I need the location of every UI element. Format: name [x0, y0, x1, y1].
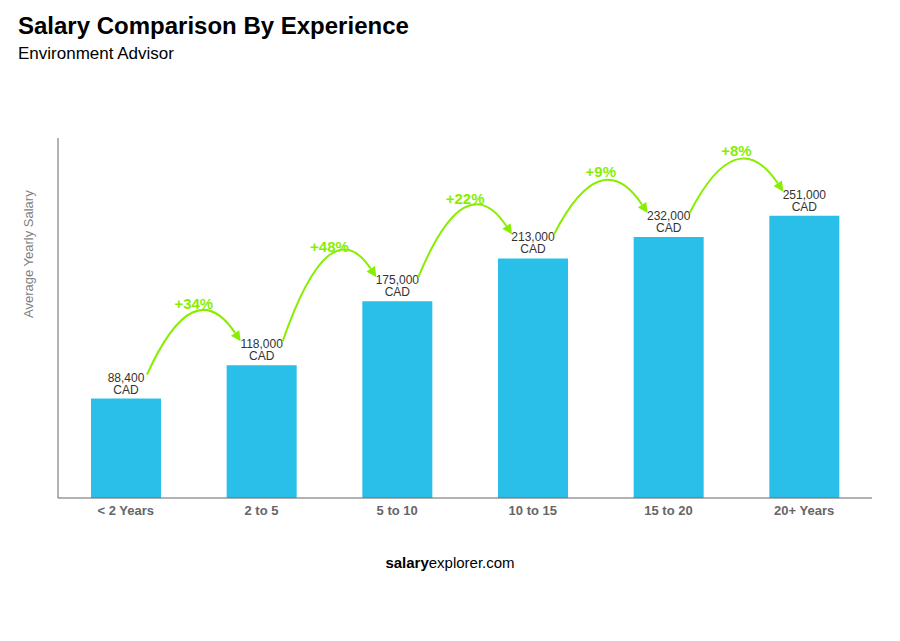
svg-text:Average Yearly Salary: Average Yearly Salary [21, 190, 36, 318]
svg-text:+9%: +9% [586, 163, 616, 180]
svg-text:2 to 5: 2 to 5 [245, 503, 279, 518]
svg-text:5 to 10: 5 to 10 [377, 503, 418, 518]
svg-text:88,400CAD: 88,400CAD [108, 371, 145, 397]
svg-text:118,000CAD: 118,000CAD [240, 337, 283, 363]
html-text:Salary Comparison By Experienc: Salary Comparison By Experience [18, 12, 409, 39]
html-text:Environment Advisor: Environment Advisor [18, 44, 174, 63]
svg-text:< 2 Years: < 2 Years [98, 503, 155, 518]
svg-text:213,000CAD: 213,000CAD [511, 230, 555, 256]
svg-text:251,000CAD: 251,000CAD [783, 188, 827, 214]
svg-text:+8%: +8% [721, 142, 751, 159]
svg-text:+48%: +48% [310, 238, 349, 255]
svg-text:232,000CAD: 232,000CAD [647, 209, 691, 235]
svg-text:20+ Years: 20+ Years [774, 503, 834, 518]
svg-text:+34%: +34% [174, 295, 213, 312]
svg-text:175,000CAD: 175,000CAD [376, 273, 420, 299]
svg-text:+22%: +22% [446, 190, 485, 207]
html-text:salary explorer.com: salary explorer.com [385, 554, 515, 571]
svg-text:15 to 20: 15 to 20 [644, 503, 692, 518]
svg-text:10 to 15: 10 to 15 [509, 503, 557, 518]
